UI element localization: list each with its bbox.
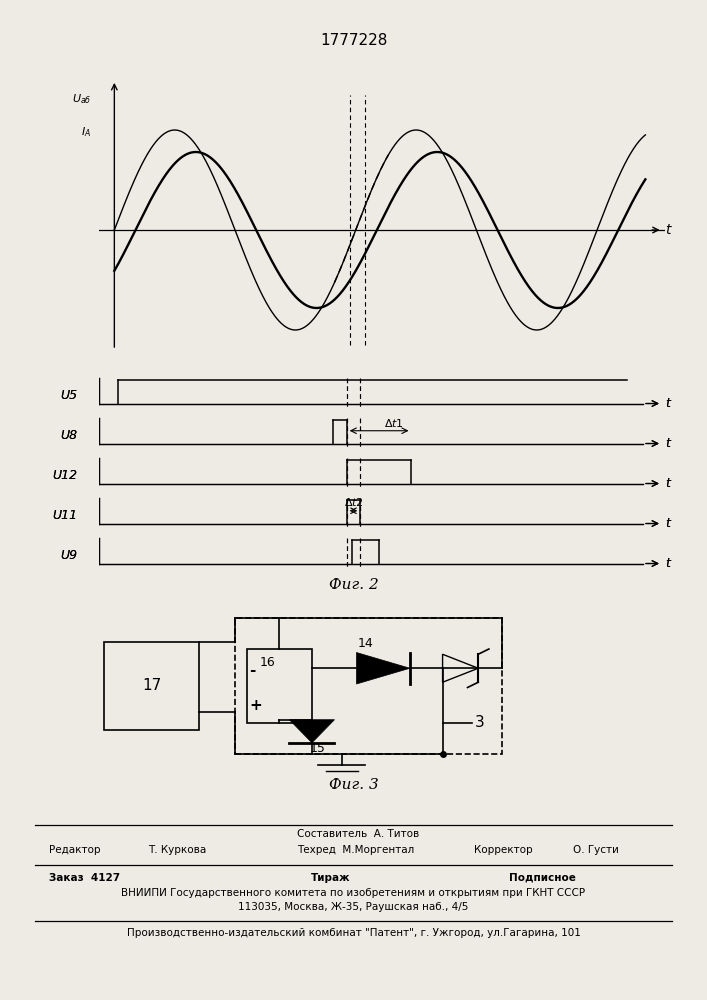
Text: $t$: $t$ [665,397,672,410]
Text: 113035, Москва, Ж-35, Раушская наб., 4/5: 113035, Москва, Ж-35, Раушская наб., 4/5 [238,902,469,912]
Text: U5: U5 [60,389,78,402]
Text: $t$: $t$ [665,437,672,450]
Text: Корректор: Корректор [474,845,532,855]
Text: U8: U8 [60,429,78,442]
Polygon shape [356,652,410,684]
Polygon shape [289,720,334,743]
Text: Заказ  4127: Заказ 4127 [49,873,121,883]
Text: $t$: $t$ [665,477,672,490]
Text: 1777228: 1777228 [320,33,387,48]
Text: $U_{аб}$: $U_{аб}$ [72,92,91,106]
Text: U9: U9 [60,549,78,562]
Text: ВНИИПИ Государственного комитета по изобретениям и открытиям при ГКНТ СССР: ВНИИПИ Государственного комитета по изоб… [122,888,585,898]
Text: 14: 14 [358,637,373,650]
Text: U8: U8 [60,429,78,442]
Text: $t$: $t$ [665,223,672,237]
Text: $t$: $t$ [665,437,672,450]
Text: 15: 15 [310,742,326,755]
Text: U11: U11 [52,509,78,522]
Text: Тираж: Тираж [311,873,351,883]
Text: U12: U12 [52,469,78,482]
Text: U11: U11 [52,509,78,522]
Text: Составитель  А. Титов: Составитель А. Титов [297,829,419,839]
Text: Фиг. 3: Фиг. 3 [329,778,378,792]
Text: $\Delta t2$: $\Delta t2$ [344,496,364,508]
Bar [235,617,502,754]
Text: $t$: $t$ [665,517,672,530]
Text: Фиг. 2: Фиг. 2 [329,578,378,592]
Text: 16: 16 [259,656,275,670]
Text: $t$: $t$ [665,397,672,410]
Text: 17: 17 [142,678,161,693]
Text: Производственно-издательский комбинат "Патент", г. Ужгород, ул.Гагарина, 101: Производственно-издательский комбинат "П… [127,928,580,938]
Text: Техред  М.Моргентал: Техред М.Моргентал [297,845,414,855]
Text: $t$: $t$ [665,477,672,490]
Text: Редактор: Редактор [49,845,101,855]
Text: 3: 3 [475,715,485,730]
Bar [104,642,199,730]
Text: U5: U5 [60,389,78,402]
Bar [247,649,312,722]
Text: -: - [250,662,256,678]
Text: $I_А$: $I_А$ [81,125,91,139]
Text: $t$: $t$ [665,517,672,530]
Text: U9: U9 [60,549,78,562]
Text: О. Густи: О. Густи [573,845,619,855]
Text: $t$: $t$ [665,557,672,570]
Text: U12: U12 [52,469,78,482]
Text: $\Delta t1$: $\Delta t1$ [385,417,404,429]
Text: $t$: $t$ [665,557,672,570]
Text: +: + [250,698,262,712]
Text: Т. Куркова: Т. Куркова [148,845,206,855]
Text: Подписное: Подписное [509,873,576,883]
